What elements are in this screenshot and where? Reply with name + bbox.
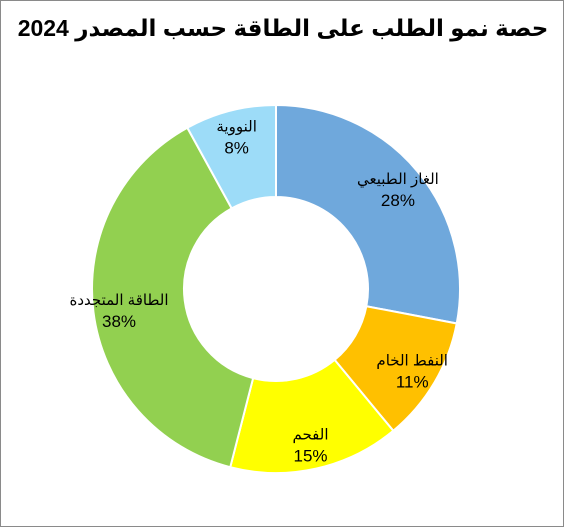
slice-label-1: النفط الخام [376,353,448,370]
slice-value-3: 38% [102,312,136,331]
donut-slices [91,103,461,474]
slice-label-2: الفحم [293,426,329,443]
donut-slice-2 [229,358,395,474]
slice-labels: الغاز الطبيعي 28% النفط الخام 11% الفحم 15% ال… [69,119,447,466]
slice-label-0: الغاز الطبيعي [357,171,439,189]
chart-title: حصة نمو الطلب على الطاقة حسب المصدر 2024 [17,15,549,41]
slice-value-1: 11% [396,373,429,392]
slice-value-2: 15% [294,446,328,465]
slice-value-4: 8% [224,139,249,158]
donut-slice-4 [185,103,277,210]
slice-label-3: الطاقة المتجددة [69,292,168,309]
slice-value-0: 28% [381,191,415,210]
donut-slice-0 [275,103,461,325]
donut-slice-3 [91,126,255,469]
slice-label-4: النووية [216,119,256,136]
